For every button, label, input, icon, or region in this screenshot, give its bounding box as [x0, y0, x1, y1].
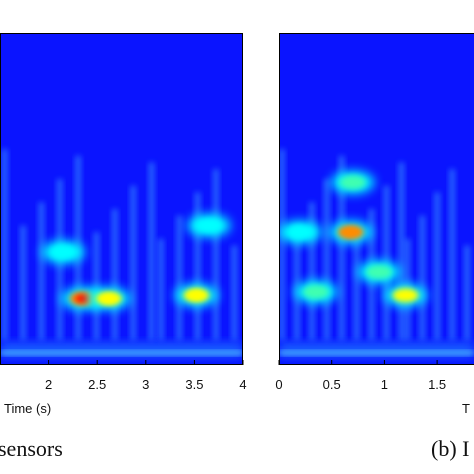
left-x-tick-label: 4: [239, 377, 246, 392]
left-spectrogram-background: [0, 33, 243, 365]
right-spectral-streak: [464, 245, 471, 340]
right-spectral-streak: [338, 155, 345, 340]
left-hotspot: [50, 245, 77, 260]
left-spectrogram-frame: [0, 33, 243, 365]
left-spectral-streak: [148, 162, 155, 340]
left-spectral-streak: [93, 232, 100, 340]
left-spectral-streak: [194, 192, 201, 340]
right-x-ticks: 0 0.5 1 1.5: [275, 360, 446, 392]
right-x-axis-label: T: [462, 401, 470, 416]
right-spectral-streak: [279, 149, 285, 340]
left-hotspot-core: [189, 291, 204, 300]
right-spectrogram-layers: [279, 149, 474, 357]
left-spectral-streak: [1, 149, 8, 340]
right-hotspot: [287, 225, 314, 240]
right-hotspot: [366, 265, 393, 280]
right-spectral-streak: [293, 225, 300, 340]
left-spectrogram-panel: [0, 33, 243, 365]
left-x-ticks: 2 2.5 3 3.5 4: [45, 360, 247, 392]
left-spectral-streak: [212, 169, 219, 340]
right-spectrogram-panel: [279, 33, 474, 365]
left-spectral-streak: [20, 225, 27, 340]
left-x-tick-label: 2.5: [88, 377, 106, 392]
left-x-axis-label: Time (s): [4, 401, 51, 416]
right-x-tick-label: 1: [381, 377, 388, 392]
left-spectral-streak: [38, 202, 45, 340]
right-x-tick-label: 0: [275, 377, 282, 392]
left-hotspot-core: [75, 294, 90, 303]
left-low-frequency-line: [0, 351, 243, 355]
right-hotspot: [392, 288, 419, 303]
right-spectral-streak: [449, 169, 456, 340]
right-spectral-streak: [419, 215, 426, 340]
right-low-frequency-line: [279, 351, 474, 355]
right-panel-caption: (b) I: [431, 436, 469, 461]
left-x-tick-label: 3: [142, 377, 149, 392]
right-spectral-streak: [434, 192, 441, 340]
left-spectral-streak: [176, 215, 183, 340]
left-spectral-streak: [231, 245, 238, 340]
right-spectral-streak: [353, 232, 360, 340]
right-spectral-streak: [308, 202, 315, 340]
left-hotspot-core: [101, 294, 116, 303]
right-x-tick-label: 1.5: [428, 377, 446, 392]
right-hotspot-core: [343, 228, 358, 237]
left-spectral-streak: [111, 208, 118, 340]
right-x-tick-label: 0.5: [323, 377, 341, 392]
right-spectral-streak: [323, 179, 330, 340]
left-x-tick-label: 2: [45, 377, 52, 392]
right-spectrogram-background: [279, 33, 474, 365]
left-hotspot: [195, 218, 222, 233]
right-hotspot: [302, 284, 329, 299]
left-spectrogram-layers: [0, 149, 243, 357]
right-hotspot: [339, 175, 366, 190]
left-spectral-streak: [157, 238, 164, 340]
right-spectral-streak: [398, 162, 405, 340]
left-x-tick-label: 3.5: [185, 377, 203, 392]
left-spectral-streak: [130, 185, 137, 340]
left-panel-caption: sensors: [0, 436, 63, 461]
